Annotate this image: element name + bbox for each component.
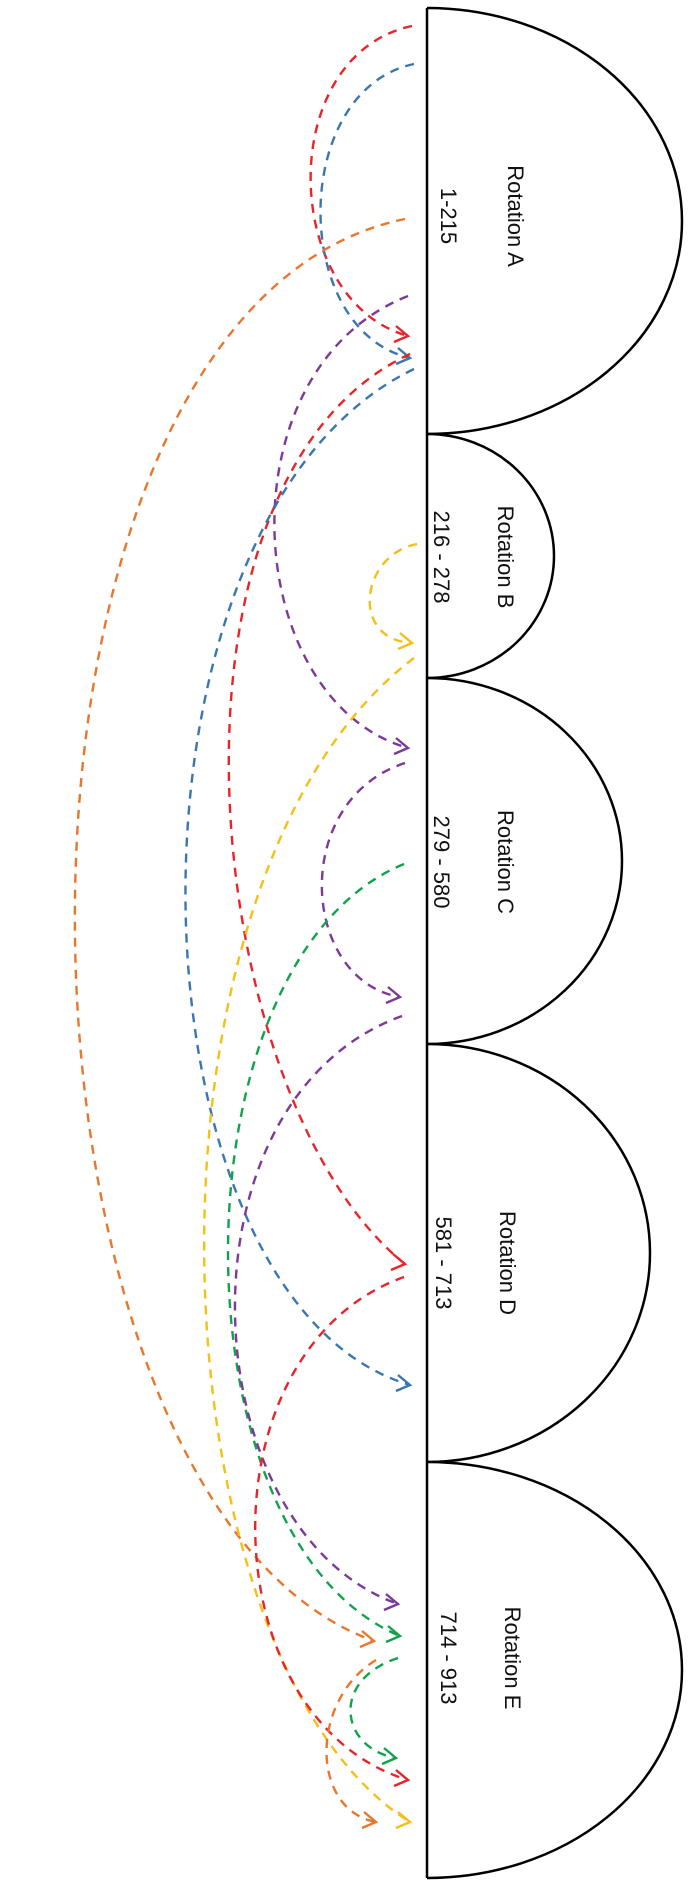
- rotation-name-d: Rotation D: [495, 1211, 520, 1315]
- arrow-head-icon: [361, 1811, 379, 1830]
- connection-arc-red: [254, 1275, 409, 1782]
- arrow-head-icon: [393, 737, 411, 756]
- rotation-name-a: Rotation A: [503, 165, 528, 267]
- connection-arc-purple: [233, 1014, 403, 1606]
- arrow-head-icon: [393, 325, 411, 344]
- connection-arc-red: [227, 352, 411, 1265]
- rotation-lobe-d: [426, 1042, 652, 1464]
- rotation-range-c: 279 - 580: [429, 816, 454, 909]
- connection-arc-orange: [73, 217, 406, 1643]
- rotation-range-b: 216 - 278: [429, 511, 454, 604]
- arrow-head-icon: [385, 1625, 403, 1644]
- connection-arc-orange: [325, 1658, 377, 1824]
- connection-arcs: [73, 24, 418, 1830]
- arrow-head-icon: [383, 1593, 401, 1612]
- rotation-lobes: [425, 6, 684, 1880]
- arrow-head-icon: [397, 632, 415, 651]
- connection-arc-purple: [320, 761, 406, 999]
- arrow-head-icon: [385, 986, 403, 1005]
- rotation-lobe-b: [426, 432, 556, 680]
- connection-arc-blue: [184, 367, 415, 1387]
- connection-arc-purple: [273, 294, 409, 750]
- rotation-name-c: Rotation C: [493, 810, 518, 914]
- arrow-head-icon: [381, 1747, 399, 1766]
- connection-arc-yellow: [202, 657, 415, 1824]
- rotation-range-e: 714 - 913: [436, 1612, 461, 1705]
- rotation-name-e: Rotation E: [500, 1607, 525, 1710]
- arrow-head-icon: [395, 1811, 413, 1830]
- rotation-range-a: 1-215: [436, 188, 461, 244]
- connection-arc-blue: [319, 62, 415, 360]
- rotation-lobe-e: [426, 1460, 684, 1880]
- connection-arc-yellow: [368, 542, 418, 645]
- arrow-head-icon: [359, 1630, 377, 1649]
- rotation-lobe-a: [426, 6, 684, 436]
- connection-arc-green: [226, 862, 405, 1638]
- arrow-head-icon: [395, 1374, 413, 1393]
- arrow-head-icon: [393, 1769, 411, 1788]
- rotation-name-b: Rotation B: [493, 506, 518, 609]
- rotation-lobe-c: [426, 676, 624, 1046]
- arrow-head-icon: [395, 347, 413, 366]
- connection-arc-green: [349, 1656, 399, 1760]
- rotation-range-d: 581 - 713: [431, 1217, 456, 1310]
- rotation-labels: Rotation A 1-215 Rotation B 216 - 278 Ro…: [429, 165, 528, 1709]
- arrow-head-icon: [390, 1253, 408, 1272]
- connection-arc-red: [309, 24, 413, 338]
